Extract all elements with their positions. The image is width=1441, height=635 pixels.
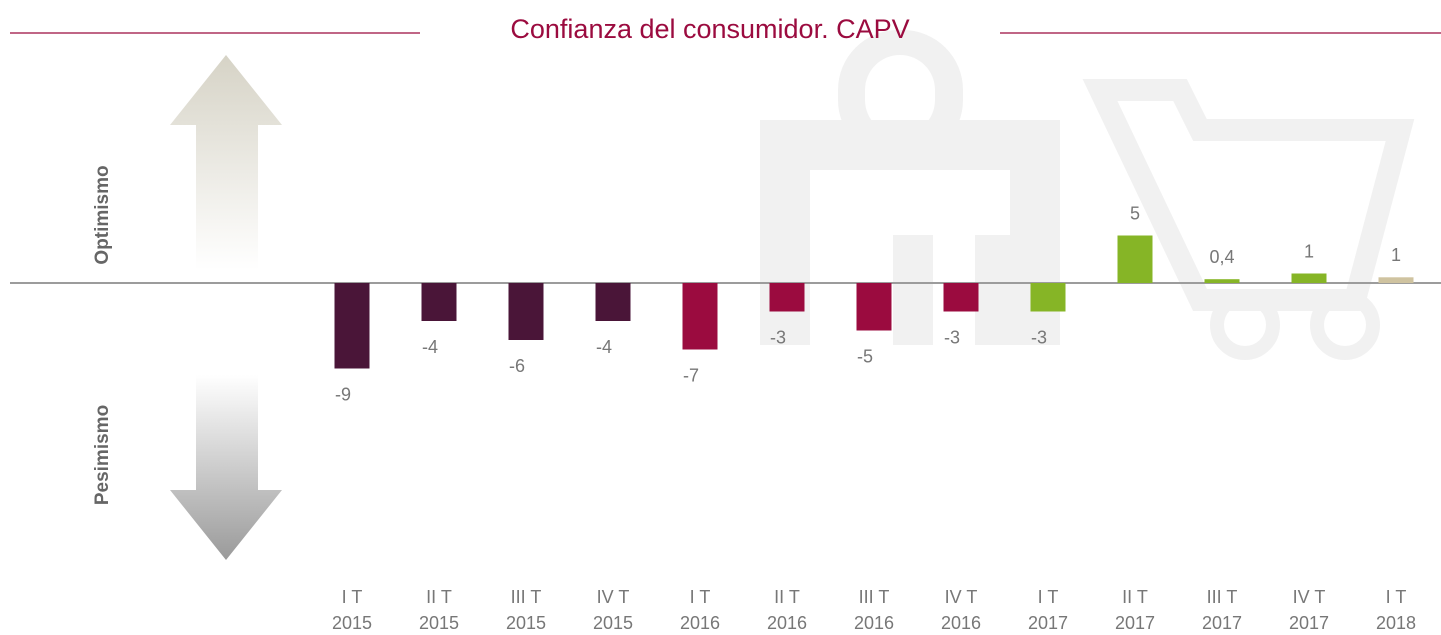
x-tick-label: I T	[342, 587, 363, 607]
x-tick-label: 2015	[332, 613, 372, 633]
x-tick-label: 2017	[1028, 613, 1068, 633]
bar	[943, 283, 979, 312]
x-tick-label: 2016	[767, 613, 807, 633]
x-tick-label: 2016	[680, 613, 720, 633]
x-tick-label: IV T	[1293, 587, 1326, 607]
x-tick-label: 2016	[941, 613, 981, 633]
value-label: 5	[1130, 203, 1140, 223]
x-tick-label: II T	[774, 587, 800, 607]
x-tick-label: 2017	[1289, 613, 1329, 633]
value-label: -3	[770, 327, 786, 347]
annotation: Pesimismo	[92, 405, 113, 505]
value-label: -7	[683, 365, 699, 385]
chart-title: Confianza del consumidor. CAPV	[510, 14, 909, 44]
x-tick-label: IV T	[597, 587, 630, 607]
x-tick-label: 2015	[419, 613, 459, 633]
x-tick-label: 2018	[1376, 613, 1416, 633]
bar	[1117, 235, 1153, 283]
watermark	[760, 30, 1415, 360]
bar	[1204, 279, 1240, 283]
x-tick-label: 2015	[506, 613, 546, 633]
x-tick-label: I T	[690, 587, 711, 607]
value-label: -3	[944, 327, 960, 347]
bar	[769, 283, 805, 312]
x-tick-label: 2016	[854, 613, 894, 633]
bar	[856, 283, 892, 331]
value-label: -3	[1031, 327, 1047, 347]
value-label: -6	[509, 356, 525, 376]
x-tick-label: IV T	[945, 587, 978, 607]
bar	[334, 283, 370, 369]
value-label: 1	[1304, 241, 1314, 261]
bar	[1378, 277, 1414, 283]
value-label: -4	[422, 337, 438, 357]
value-label: -9	[335, 384, 351, 404]
bar	[682, 283, 718, 350]
x-tick-label: III T	[1207, 587, 1238, 607]
bar	[595, 283, 631, 321]
x-tick-label: I T	[1386, 587, 1407, 607]
x-tick-label: 2017	[1202, 613, 1242, 633]
annotation: Optimismo	[92, 165, 113, 264]
x-tick-label: II T	[1122, 587, 1148, 607]
x-tick-label: III T	[511, 587, 542, 607]
bar	[1030, 283, 1066, 312]
up-arrow	[170, 55, 282, 270]
down-arrow	[170, 375, 282, 560]
bar	[1291, 273, 1327, 283]
x-tick-label: I T	[1038, 587, 1059, 607]
x-tick-label: 2017	[1115, 613, 1155, 633]
value-label: 1	[1391, 245, 1401, 265]
value-label: -5	[857, 346, 873, 366]
x-tick-label: 2015	[593, 613, 633, 633]
x-tick-label: II T	[426, 587, 452, 607]
bar	[421, 283, 457, 321]
x-tick-label: III T	[859, 587, 890, 607]
value-label: 0,4	[1209, 247, 1234, 267]
bar	[508, 283, 544, 340]
value-label: -4	[596, 337, 612, 357]
